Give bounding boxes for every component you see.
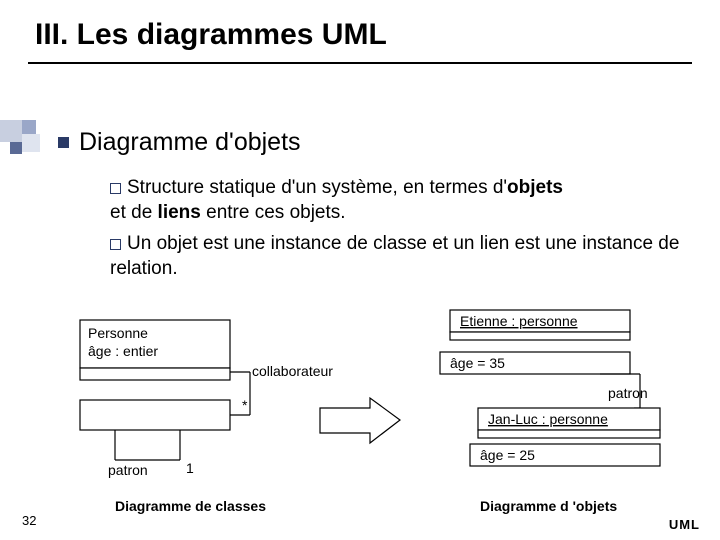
svg-text:âge : entier: âge : entier	[88, 343, 158, 359]
svg-text:Jan-Luc : personne: Jan-Luc : personne	[488, 411, 608, 427]
multiplicity-star: *	[242, 397, 248, 413]
arrow-icon	[320, 398, 400, 443]
svg-text:âge = 25: âge = 25	[480, 447, 535, 463]
slide-title: III. Les diagrammes UML	[35, 18, 387, 52]
link-patron-label: patron	[608, 385, 648, 401]
object-etienne: Etienne : personne âge = 35	[440, 310, 630, 374]
patron-loop	[115, 430, 180, 460]
uml-footer-label: UML	[669, 517, 700, 532]
bullet-item-1: Structure statique d'un système, en term…	[110, 176, 670, 225]
bullet-item-2: Un objet est une instance de classe et u…	[110, 232, 680, 281]
title-rule	[28, 62, 692, 64]
bullet-square-icon	[58, 137, 69, 148]
assoc-collaborateur-label: collaborateur	[252, 363, 333, 379]
svg-text:Etienne : personne: Etienne : personne	[460, 313, 578, 329]
decorative-squares	[0, 120, 48, 168]
caption-class-diagram: Diagramme de classes	[115, 498, 266, 514]
multiplicity-one: 1	[186, 460, 194, 476]
object-janluc: Jan-Luc : personne âge = 25	[470, 408, 660, 466]
hollow-square-icon	[110, 183, 121, 194]
assoc-patron-label: patron	[108, 462, 148, 478]
self-assoc	[230, 372, 250, 415]
link-patron	[600, 374, 640, 408]
svg-text:âge = 35: âge = 35	[450, 355, 505, 371]
hollow-square-icon	[110, 239, 121, 250]
svg-text:Personne: Personne	[88, 325, 148, 341]
class-box-personne: Personne âge : entier	[80, 320, 230, 430]
caption-object-diagram: Diagramme d 'objets	[480, 498, 617, 514]
page-number: 32	[22, 513, 36, 528]
section-heading: Diagramme d'objets	[58, 128, 301, 157]
